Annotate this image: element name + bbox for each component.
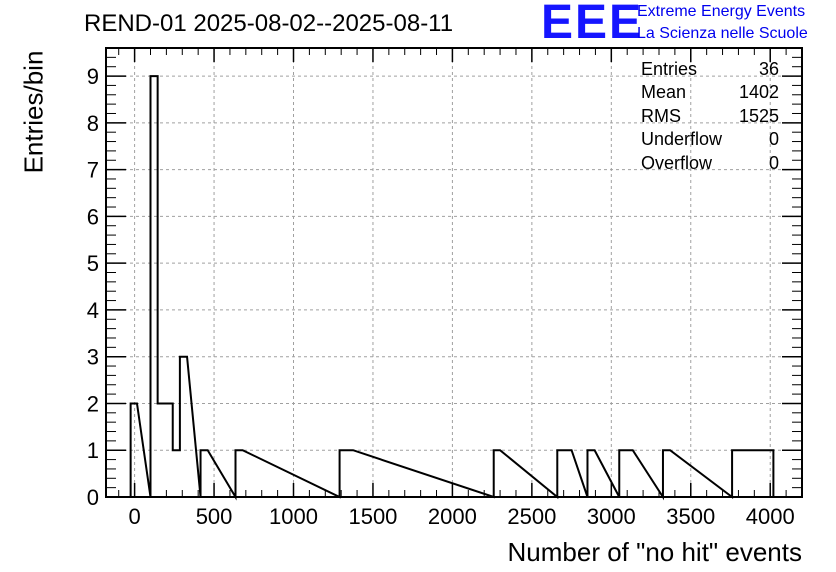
x-tick-label: 1500 bbox=[348, 504, 397, 529]
chart-title: REND-01 2025-08-02--2025-08-11 bbox=[84, 10, 454, 37]
histogram-bin bbox=[236, 450, 243, 497]
y-tick-label: 6 bbox=[87, 204, 99, 229]
stat-entries: Entries 36 bbox=[641, 58, 779, 81]
stat-label: Overflow bbox=[641, 152, 713, 173]
stat-value: 36 bbox=[758, 59, 779, 79]
logo-text-line2: La Scienza nelle Scuole bbox=[637, 25, 808, 42]
histogram-bin bbox=[663, 450, 670, 497]
y-tick-label: 1 bbox=[87, 438, 99, 463]
x-axis-label: Number of "no hit" events bbox=[507, 537, 803, 567]
y-tick-label: 5 bbox=[87, 251, 99, 276]
histogram-bin bbox=[158, 403, 173, 497]
stat-value: 0 bbox=[768, 129, 779, 150]
stat-value: 1525 bbox=[738, 105, 779, 126]
y-tick-label: 4 bbox=[87, 298, 99, 323]
histogram-bin bbox=[619, 450, 633, 497]
stat-value: 1402 bbox=[738, 82, 779, 103]
y-tick-labels: 0 1 2 3 4 5 6 7 8 9 bbox=[87, 64, 99, 510]
stat-label: RMS bbox=[641, 105, 681, 126]
histogram-bin bbox=[587, 450, 594, 497]
logo-text-line1: Extreme Energy Events bbox=[637, 3, 806, 20]
x-tick-label: 4000 bbox=[746, 504, 795, 529]
x-tick-label: 1000 bbox=[269, 504, 318, 529]
y-tick-label: 2 bbox=[87, 391, 99, 416]
histogram-bin bbox=[150, 76, 157, 497]
x-tick-labels: 0 500 1000 1500 2000 2500 3000 3500 4000 bbox=[128, 504, 794, 529]
stats-box: Entries 36 Mean 1402 RMS 1525 Underflow … bbox=[641, 58, 779, 175]
y-tick-label: 3 bbox=[87, 345, 99, 370]
histogram-bin bbox=[180, 357, 187, 497]
histogram-bin bbox=[557, 450, 571, 497]
y-tick-label: 8 bbox=[87, 111, 99, 136]
x-tick-label: 3000 bbox=[587, 504, 636, 529]
stat-value: 0 bbox=[768, 152, 779, 173]
stat-label: Entries bbox=[641, 59, 698, 79]
histogram-bin bbox=[340, 450, 354, 497]
histogram-bin bbox=[732, 450, 773, 497]
grid bbox=[106, 48, 802, 497]
x-tick-label: 3500 bbox=[666, 504, 715, 529]
y-axis-label: Entries/bin bbox=[18, 50, 49, 174]
y-tick-label: 0 bbox=[87, 485, 99, 510]
histogram-bin bbox=[201, 450, 208, 497]
stat-rms: RMS 1525 bbox=[641, 105, 779, 128]
x-tick-label: 2000 bbox=[428, 504, 477, 529]
stat-overflow: Overflow 0 bbox=[641, 152, 779, 175]
y-tick-label: 7 bbox=[87, 158, 99, 183]
histogram-bin bbox=[173, 450, 180, 497]
stat-underflow: Underflow 0 bbox=[641, 128, 779, 151]
x-tick-label: 2500 bbox=[507, 504, 556, 529]
y-tick-label: 9 bbox=[87, 64, 99, 89]
stat-label: Mean bbox=[641, 82, 687, 103]
histogram-outline bbox=[106, 75, 802, 501]
plot-frame bbox=[105, 47, 803, 498]
stat-label: Underflow bbox=[641, 129, 723, 150]
eee-logo: EEE bbox=[541, 0, 644, 49]
x-tick-label: 0 bbox=[128, 504, 140, 529]
stat-mean: Mean 1402 bbox=[641, 81, 779, 104]
x-tick-label: 500 bbox=[196, 504, 233, 529]
